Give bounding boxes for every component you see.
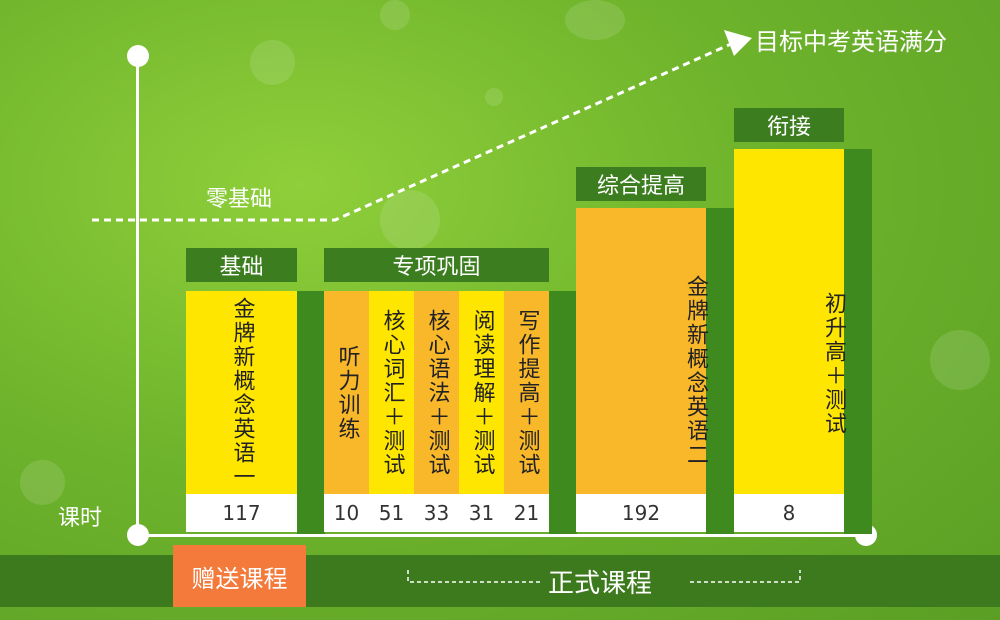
hours-grammar: 33 <box>414 494 459 532</box>
gift-course-label: 赠送课程 <box>173 545 306 607</box>
hours-reading: 31 <box>459 494 504 532</box>
course-grammar: 核心语法＋测试 <box>414 291 459 494</box>
bottom-band <box>0 555 1000 607</box>
axis-top-dot <box>127 45 149 67</box>
header-basic: 基础 <box>186 248 297 282</box>
goal-label: 目标中考英语满分 <box>755 28 947 56</box>
hours-bridge: 8 <box>734 494 844 532</box>
hours-writing: 21 <box>504 494 549 532</box>
course-bridge: 初升高＋测试 <box>734 149 846 494</box>
hours-label: 课时 <box>58 506 103 531</box>
trend-arrow-icon <box>724 30 752 56</box>
hours-nce2: 192 <box>576 494 706 532</box>
axis-origin-dot <box>127 524 149 546</box>
course-nce2: 金牌新概念英语二 <box>576 208 708 494</box>
header-special: 专项巩固 <box>324 248 549 282</box>
x-axis <box>136 534 866 537</box>
y-axis <box>136 57 139 537</box>
hours-nce1: 117 <box>186 494 297 532</box>
course-reading: 阅读理解＋测试 <box>459 291 504 494</box>
header-improve: 综合提高 <box>576 167 706 201</box>
header-bridge: 衔接 <box>734 108 844 142</box>
formal-course-label: 正式课程 <box>548 569 653 599</box>
course-writing: 写作提高＋测试 <box>504 291 549 494</box>
formal-bracket <box>407 570 801 583</box>
course-nce1: 金牌新概念英语一 <box>186 291 297 494</box>
hours-vocab: 51 <box>369 494 414 532</box>
course-vocab: 核心词汇＋测试 <box>369 291 414 494</box>
hours-listening: 10 <box>324 494 369 532</box>
course-listening: 听力训练 <box>324 291 369 494</box>
zero-label: 零基础 <box>206 187 273 212</box>
